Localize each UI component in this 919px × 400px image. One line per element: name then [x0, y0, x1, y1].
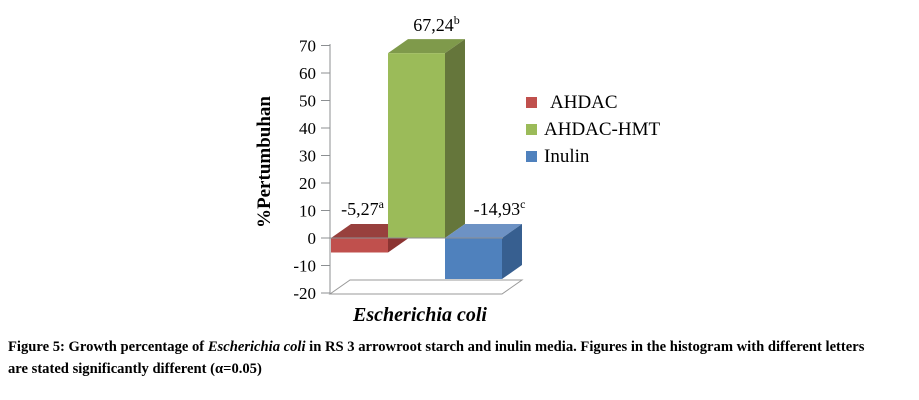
legend-label-ahdac: AHDAC — [550, 92, 618, 113]
y-tick-label: 30 — [299, 147, 316, 166]
data-label-Inulin: -14,93c — [474, 197, 526, 219]
bar-Inulin-side-face — [502, 224, 522, 280]
y-tick-label: -10 — [293, 257, 316, 276]
legend-item-ahdac: AHDAC — [526, 93, 660, 112]
data-label-AHDAC-HMT: 67,24b — [413, 13, 460, 35]
chart-floor — [328, 279, 524, 295]
y-tick-label: 10 — [299, 202, 316, 221]
bar-AHDAC-HMT-top-face — [388, 39, 465, 54]
bar-AHDAC-HMT-front-face — [388, 53, 445, 239]
figure-caption-line-2: are stated significantly different (α=0.… — [8, 361, 262, 377]
legend-label-ahdac-hmt: AHDAC-HMT — [544, 119, 661, 140]
caption-species-name: Escherichia coli — [207, 339, 306, 355]
legend-swatch-ahdac-hmt — [526, 124, 537, 135]
legend-item-inulin: Inulin — [526, 147, 660, 166]
y-tick-label: 40 — [299, 119, 316, 138]
y-tick-label: 60 — [299, 64, 316, 83]
data-label-AHDAC: -5,27a — [341, 197, 385, 219]
x-axis-label: Escherichia coli — [352, 304, 487, 326]
y-tick-label: 50 — [299, 92, 316, 111]
legend-item-ahdac-hmt: AHDAC-HMT — [526, 120, 660, 139]
bar-Inulin-front-face — [445, 238, 502, 280]
sig-letter-a: a — [379, 197, 385, 211]
y-axis-title: %Pertumbuhan — [254, 96, 275, 228]
y-tick-label: -20 — [293, 284, 316, 303]
y-tick-label: 70 — [299, 37, 316, 56]
bar-AHDAC-front-face — [331, 238, 388, 253]
bar-Inulin-top-face — [445, 224, 522, 238]
chart-plot-area: 70 60 50 40 30 20 10 0 -10 -20 %Pertumbuhan Escheri… — [254, 13, 526, 326]
sig-letter-c: c — [520, 197, 525, 211]
caption-text-1: Figure 5: Growth percentage of — [8, 339, 208, 355]
legend-label-inulin: Inulin — [544, 146, 590, 167]
legend-swatch-ahdac — [526, 97, 537, 108]
figure-caption-line-1: Figure 5: Growth percentage of Escherich… — [8, 336, 914, 358]
y-tick-label: 20 — [299, 174, 316, 193]
caption-text-2: in RS 3 arrowroot starch and inulin medi… — [305, 339, 865, 355]
growth-bar-chart: 70 60 50 40 30 20 10 0 -10 -20 %Pertumbuhan Escheri… — [254, 13, 660, 326]
figure-caption: Figure 5: Growth percentage of Escherich… — [8, 336, 914, 380]
sig-letter-b: b — [454, 13, 460, 27]
legend-swatch-inulin — [526, 151, 537, 162]
y-tick-label: 0 — [308, 229, 317, 248]
chart-legend: AHDAC AHDAC-HMT Inulin — [526, 93, 660, 166]
bar-AHDAC-HMT-side-face — [445, 39, 465, 239]
